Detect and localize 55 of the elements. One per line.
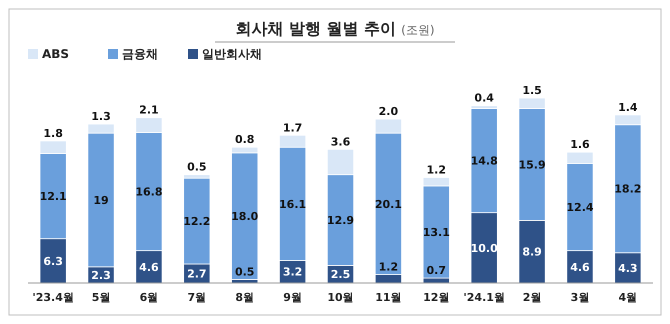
x-tick-label: 3월: [570, 291, 590, 304]
data-label: 4.6: [570, 260, 590, 274]
data-label: 1.3: [91, 110, 111, 124]
data-label: 16.8: [135, 186, 162, 199]
data-label: 1.5: [522, 84, 542, 97]
data-label: 0.5: [187, 160, 207, 174]
data-label: 1.8: [43, 126, 63, 140]
x-tick-label: '24.1월: [463, 291, 505, 304]
x-tick-label: 11월: [375, 291, 402, 304]
data-label: 15.9: [518, 158, 546, 172]
x-tick-label: 12월: [423, 291, 450, 304]
x-tick-label: 7월: [187, 291, 206, 304]
data-label: 2.3: [91, 268, 111, 282]
data-label: 1.7: [282, 121, 302, 134]
data-label: 10.0: [470, 242, 498, 255]
data-label: 1.2: [378, 260, 398, 274]
x-tick-label: 10월: [327, 291, 354, 304]
x-tick-label: '23.4월: [32, 291, 74, 304]
data-label: 12.9: [326, 214, 354, 228]
x-tick-label: 4월: [618, 291, 638, 304]
data-label: 3.6: [330, 135, 351, 148]
data-label: 4.6: [139, 260, 160, 274]
data-label: 0.5: [234, 265, 254, 278]
data-label: 4.3: [618, 262, 638, 275]
data-label: 14.8: [470, 154, 498, 168]
data-label: 2.1: [139, 104, 159, 117]
data-label: 2.5: [330, 268, 350, 282]
x-tick-label: 8월: [235, 291, 254, 304]
legend-label: 금융채: [122, 47, 158, 61]
chart-subtitle: (조원): [401, 23, 435, 37]
data-label: 19: [93, 194, 109, 207]
data-label: 18.2: [614, 182, 642, 196]
data-label: 6.3: [43, 254, 63, 268]
data-label: 16.1: [279, 198, 306, 211]
data-label: 12.1: [40, 190, 67, 204]
data-label: 1.2: [426, 163, 446, 176]
data-label: 0.8: [234, 133, 254, 146]
data-label: 3.2: [282, 266, 302, 279]
x-tick-label: 6월: [140, 291, 158, 304]
data-label: 12.2: [183, 215, 210, 228]
legend-label: ABS: [42, 47, 70, 61]
x-tick-label: 9월: [283, 291, 302, 304]
x-tick-label: 2월: [522, 291, 542, 304]
legend-label: 일반회사채: [202, 47, 262, 61]
data-label: 8.9: [522, 246, 542, 259]
data-label: 2.0: [378, 105, 398, 118]
data-label: 0.7: [426, 264, 446, 278]
data-label: 2.7: [187, 268, 207, 281]
data-label: 1.4: [618, 100, 638, 114]
data-label: 0.4: [474, 92, 494, 105]
x-tick-label: 5월: [92, 291, 110, 304]
data-label: 12.4: [566, 201, 594, 214]
data-label: 1.6: [570, 138, 590, 152]
data-label: 20.1: [374, 198, 402, 211]
chart-title: 회사채 발행 월별 추이: [235, 19, 396, 38]
